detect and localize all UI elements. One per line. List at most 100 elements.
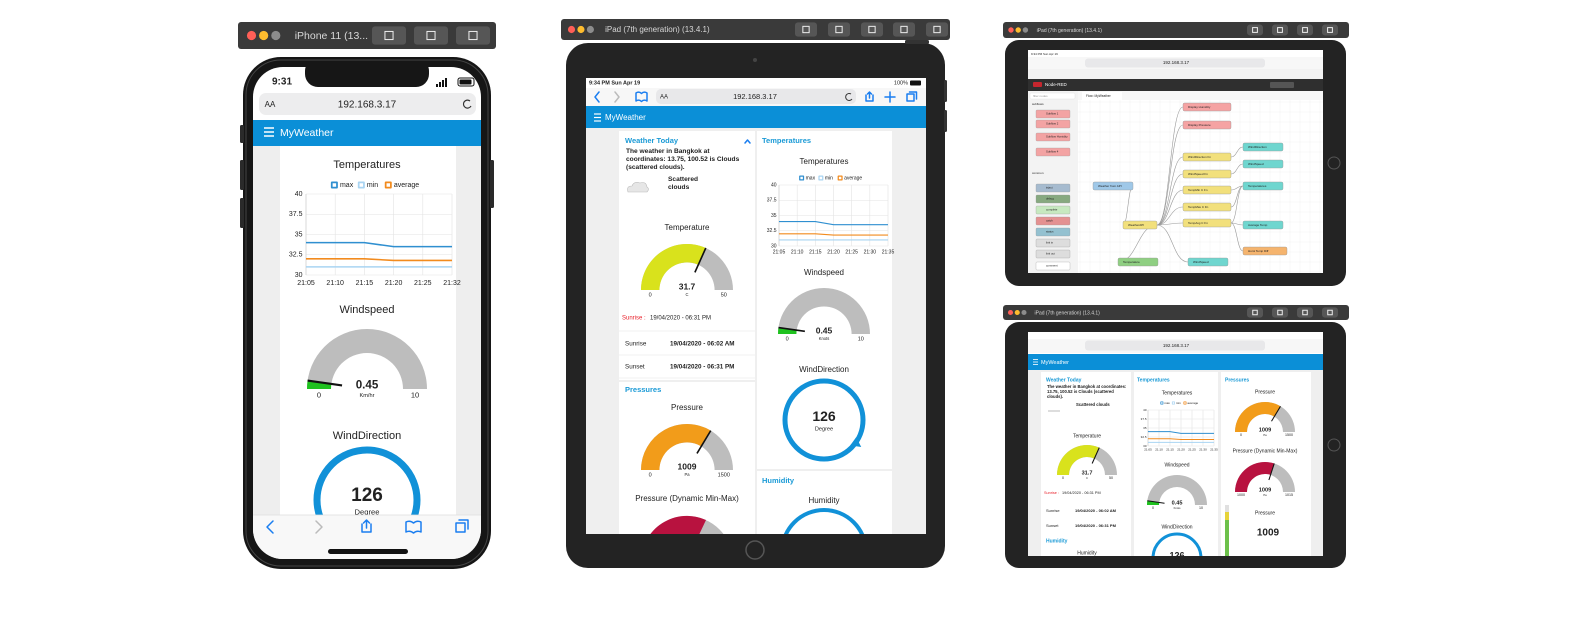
y-tick-label: 32.5 (289, 252, 303, 259)
back-button[interactable] (266, 520, 274, 534)
flow-node[interactable] (1242, 246, 1288, 256)
palette-node[interactable] (1035, 109, 1071, 119)
group-heading: Temperatures (1137, 377, 1170, 383)
share-button[interactable] (865, 91, 874, 102)
text-size-button: AA (660, 95, 668, 101)
palette-node-label: complete (1046, 208, 1058, 212)
flow-node[interactable] (1182, 185, 1232, 195)
reload-icon[interactable] (845, 93, 853, 101)
toolbar-button[interactable] (795, 22, 817, 37)
palette-node[interactable] (1035, 205, 1071, 215)
palette-node-label: Subflow 2 (1046, 122, 1059, 126)
window-control[interactable] (577, 25, 585, 34)
window-control[interactable] (567, 25, 576, 34)
toolbar-button[interactable] (1247, 24, 1263, 36)
reload-icon[interactable] (462, 99, 472, 109)
toolbar-icon (933, 25, 941, 34)
flow-node[interactable] (1242, 181, 1284, 191)
toolbar-button[interactable] (1297, 24, 1313, 36)
wire (1230, 222, 1244, 252)
toolbar-button[interactable] (1322, 24, 1338, 36)
palette-node[interactable] (1035, 183, 1071, 193)
toolbar-button[interactable] (1247, 307, 1263, 318)
group-heading: Temperatures (762, 136, 811, 145)
palette-node[interactable] (1035, 238, 1071, 248)
address-bar[interactable] (656, 89, 856, 104)
palette-node[interactable] (1035, 147, 1071, 157)
flow-node[interactable] (1182, 120, 1232, 130)
wire (1230, 185, 1244, 224)
toolbar-button[interactable] (828, 22, 850, 37)
window-control[interactable] (271, 30, 281, 41)
toolbar-button[interactable] (926, 22, 948, 37)
side-button (944, 110, 947, 132)
window-control[interactable] (246, 30, 257, 41)
y-tick-label: 30 (1143, 444, 1147, 448)
palette-node[interactable] (1035, 194, 1071, 204)
palette-node[interactable] (1035, 249, 1071, 259)
address-bar[interactable] (1085, 58, 1265, 68)
toolbar-button[interactable] (861, 22, 883, 37)
flow-node[interactable] (1242, 220, 1284, 230)
collapse-button[interactable] (744, 139, 751, 144)
home-button[interactable] (745, 540, 765, 560)
share-button[interactable] (361, 519, 372, 533)
address-bar[interactable] (1085, 340, 1265, 351)
flow-node[interactable] (1187, 257, 1229, 267)
toolbar-button[interactable] (893, 22, 915, 37)
flow-node[interactable] (1182, 202, 1232, 212)
flow-node[interactable] (1182, 152, 1232, 162)
toolbar-button[interactable] (1322, 307, 1338, 318)
app-title: MyWeather (280, 127, 334, 139)
toolbar-button[interactable] (1272, 307, 1288, 318)
palette-node[interactable] (1035, 119, 1071, 129)
toolbar-button[interactable] (1297, 307, 1313, 318)
forward-button[interactable] (614, 91, 620, 103)
palette-node[interactable] (1035, 216, 1071, 226)
window-control[interactable] (1022, 27, 1029, 33)
deploy-button[interactable] (1270, 82, 1294, 88)
toolbar-icon (835, 25, 843, 34)
window-control[interactable] (1015, 27, 1021, 33)
flow-node[interactable] (1182, 102, 1232, 112)
window-control[interactable] (1014, 309, 1020, 316)
palette-node[interactable] (1035, 132, 1071, 142)
flow-node[interactable] (1092, 181, 1134, 191)
workspace-tab[interactable] (1082, 92, 1122, 100)
home-button[interactable] (1327, 156, 1341, 170)
toolbar-button[interactable] (456, 26, 490, 45)
url: 192.168.3.17 (338, 100, 397, 111)
tabs-button[interactable] (906, 91, 918, 102)
home-button[interactable] (1327, 438, 1341, 452)
flow-node[interactable] (1242, 142, 1284, 152)
app-header (253, 120, 481, 146)
window-control[interactable] (1008, 27, 1014, 33)
tabs-button[interactable] (455, 519, 469, 533)
forward-button[interactable] (315, 520, 323, 534)
toolbar-button[interactable] (414, 26, 448, 45)
window-control[interactable] (1021, 309, 1027, 316)
toolbar-button[interactable] (1272, 24, 1288, 36)
bookmarks-button[interactable] (405, 520, 422, 534)
url: 192.168.3.17 (1163, 343, 1190, 348)
window-control[interactable] (586, 25, 594, 34)
gauge-title: Pressure (Dynamic Min-Max) (635, 494, 739, 503)
gauge-title: Humidity (808, 496, 839, 505)
palette-node[interactable] (1035, 261, 1071, 271)
flow-node[interactable] (1182, 169, 1232, 179)
new-tab-button[interactable] (884, 91, 896, 103)
legend-swatch-inner (819, 176, 823, 180)
back-button[interactable] (594, 91, 600, 103)
toolbar-button[interactable] (372, 26, 406, 45)
address-bar[interactable] (259, 93, 476, 115)
bookmarks-button[interactable] (635, 91, 648, 103)
flow-node[interactable] (1182, 218, 1232, 228)
gauge-title: Windspeed (1164, 462, 1189, 468)
window-control[interactable] (259, 30, 269, 41)
flow-node[interactable] (1242, 159, 1284, 169)
flow-node[interactable] (1117, 257, 1159, 267)
palette-node[interactable] (1035, 227, 1071, 237)
flow-node[interactable] (1122, 220, 1158, 230)
wire (1156, 124, 1184, 226)
window-control[interactable] (1007, 309, 1014, 316)
